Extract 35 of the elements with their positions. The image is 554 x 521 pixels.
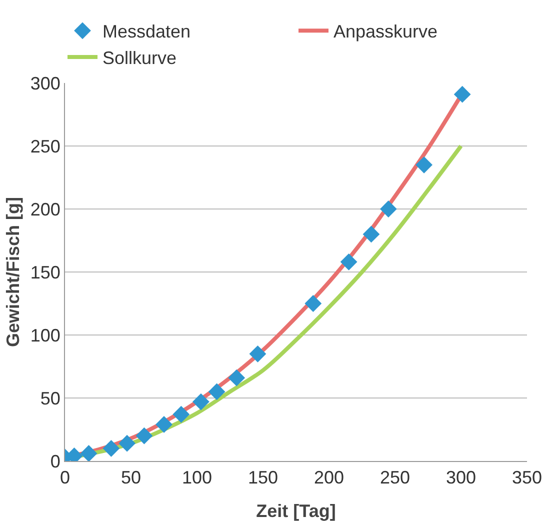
point — [380, 200, 397, 218]
y-tick-label: 0 — [50, 451, 60, 472]
point — [102, 440, 120, 457]
point — [340, 253, 358, 270]
point — [156, 416, 172, 433]
x-axis-title: Zeit [Tag] — [256, 501, 336, 521]
point — [208, 383, 226, 400]
point — [416, 156, 432, 174]
x-tick-label: 350 — [512, 468, 542, 488]
y-tick-label: 200 — [30, 199, 60, 220]
y-tick-label: 300 — [30, 73, 60, 94]
point — [192, 393, 210, 410]
y-tick-label: 50 — [40, 388, 60, 408]
point — [454, 86, 471, 103]
x-tick-label: 250 — [380, 468, 410, 488]
legend-label: Messdaten — [102, 22, 191, 42]
x-tick-label: 200 — [314, 468, 344, 488]
point — [118, 434, 136, 452]
point — [136, 427, 153, 444]
point — [362, 226, 380, 243]
point — [228, 369, 246, 386]
y-tick-label: 150 — [30, 262, 60, 282]
point — [304, 295, 322, 312]
point — [80, 444, 98, 461]
legend-label: Anpasskurve — [334, 22, 438, 42]
y-tick-label: 100 — [30, 325, 60, 346]
x-tick-label: 150 — [248, 468, 278, 488]
x-tick-label: 100 — [182, 468, 212, 488]
y-tick-label: 250 — [30, 136, 60, 156]
x-tick-label: 50 — [120, 468, 142, 488]
legend-label: Sollkurve — [102, 48, 177, 68]
y-axis-title: Gewicht/Fisch [g] — [3, 196, 23, 348]
x-tick-label: 300 — [446, 468, 476, 488]
point — [249, 345, 266, 362]
point — [172, 406, 190, 423]
